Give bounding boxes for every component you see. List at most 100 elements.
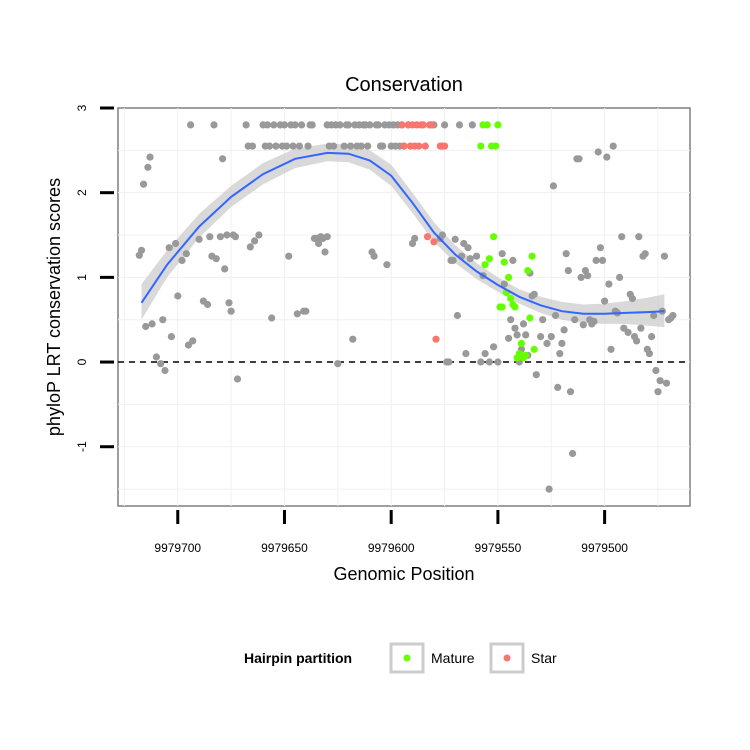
data-point-mature	[490, 233, 498, 241]
data-point-other	[598, 256, 607, 264]
data-point-other	[219, 155, 227, 163]
legend-label-star: Star	[531, 650, 557, 666]
data-point-other	[157, 360, 165, 368]
data-point-other	[509, 256, 517, 264]
data-point-other	[137, 246, 146, 254]
confidence-band-layer	[141, 143, 665, 328]
data-point-star	[419, 121, 427, 129]
series-other	[135, 121, 677, 493]
y-axis: -1 0 1 2 3	[75, 104, 114, 452]
data-point-other	[537, 333, 545, 341]
data-point-other	[628, 294, 637, 303]
data-point-other	[161, 366, 169, 375]
data-point-other	[466, 255, 474, 263]
data-point-star	[398, 121, 406, 129]
data-point-other	[468, 121, 476, 129]
data-point-other	[449, 256, 457, 264]
data-point-mature	[494, 121, 502, 129]
data-point-other	[451, 235, 459, 243]
data-point-other	[519, 320, 528, 328]
data-point-other	[242, 121, 250, 129]
data-point-other	[637, 324, 645, 332]
data-point-other	[285, 252, 293, 260]
data-point-other	[438, 231, 446, 239]
data-point-other	[551, 311, 560, 320]
data-point-other	[603, 153, 611, 161]
data-point-other	[481, 350, 489, 358]
data-point-other	[601, 297, 609, 305]
data-point-other	[302, 307, 310, 315]
data-point-mature	[528, 252, 536, 260]
data-point-other	[330, 142, 338, 150]
smooth-line-layer	[140, 151, 665, 315]
data-point-other	[453, 311, 461, 320]
data-point-mature	[507, 294, 515, 303]
data-point-mature	[526, 314, 534, 322]
data-point-other	[513, 331, 521, 339]
data-point-other	[298, 121, 306, 129]
data-point-other	[477, 358, 485, 366]
data-point-mature	[530, 345, 538, 353]
data-point-other	[206, 233, 214, 241]
data-point-other	[566, 388, 575, 396]
data-point-other	[374, 121, 382, 129]
data-point-other	[577, 273, 585, 281]
data-point-other	[564, 267, 572, 275]
confidence-band	[141, 143, 665, 328]
x-tick-label: 9979600	[368, 541, 415, 555]
data-point-other	[167, 333, 175, 341]
data-point-other	[579, 321, 587, 329]
data-point-other	[165, 244, 173, 252]
x-tick-label: 9979700	[154, 541, 201, 555]
data-point-other	[221, 265, 229, 273]
data-point-other	[562, 250, 570, 258]
data-point-star	[441, 142, 449, 150]
data-point-other	[364, 142, 372, 150]
data-point-other	[204, 300, 212, 309]
data-point-other	[556, 350, 564, 358]
data-point-other	[607, 345, 615, 353]
data-point-mature	[517, 339, 526, 347]
data-point-other	[594, 148, 602, 156]
data-point-other	[295, 142, 303, 150]
smooth-trend-line	[140, 151, 665, 315]
data-point-other	[560, 326, 568, 334]
plot-panel	[117, 107, 691, 507]
data-point-other	[347, 142, 355, 150]
data-point-other	[654, 388, 662, 396]
data-point-other	[291, 121, 299, 129]
data-point-other	[511, 324, 519, 332]
series-mature	[477, 121, 538, 362]
x-tick-label: 9979650	[261, 541, 308, 555]
data-point-other	[304, 142, 312, 150]
data-point-other	[148, 320, 156, 328]
data-point-other	[216, 233, 224, 241]
data-point-mature	[524, 267, 532, 275]
data-point-other	[641, 250, 649, 258]
legend: Hairpin partition Mature Star	[244, 642, 557, 674]
data-point-other	[609, 142, 617, 150]
data-point-other	[174, 292, 182, 300]
data-point-other	[490, 343, 498, 351]
data-point-other	[308, 121, 316, 129]
data-point-other	[283, 142, 291, 150]
data-point-other	[596, 244, 605, 252]
data-point-mature	[477, 142, 485, 150]
data-point-other	[500, 280, 508, 288]
data-point-other	[547, 333, 555, 341]
data-point-mature	[481, 261, 489, 269]
data-point-other	[592, 256, 600, 264]
data-point-other	[212, 255, 220, 263]
y-tick-label: 0	[75, 358, 89, 365]
data-point-other	[349, 335, 357, 343]
data-point-other	[494, 358, 502, 366]
data-point-other	[159, 316, 167, 324]
data-point-other	[357, 142, 365, 150]
data-point-other	[652, 366, 660, 375]
data-point-star	[421, 142, 429, 150]
data-point-star	[428, 121, 436, 129]
points-layer	[135, 121, 677, 493]
data-point-other	[645, 350, 654, 358]
data-point-other	[505, 334, 513, 342]
data-point-other	[255, 231, 263, 239]
